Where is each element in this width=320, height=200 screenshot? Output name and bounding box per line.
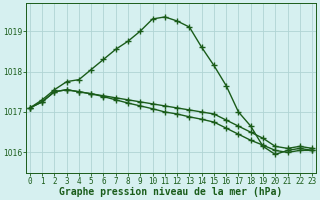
X-axis label: Graphe pression niveau de la mer (hPa): Graphe pression niveau de la mer (hPa): [59, 187, 283, 197]
